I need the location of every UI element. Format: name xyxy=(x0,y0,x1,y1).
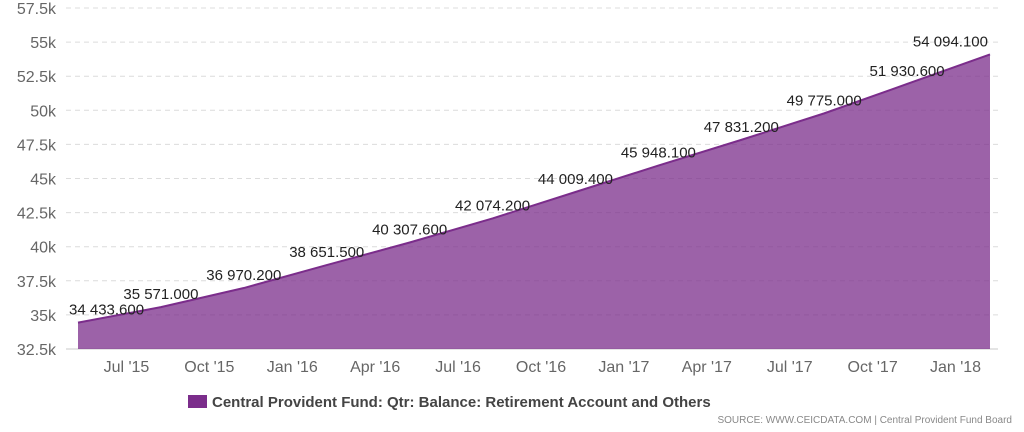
x-tick-label: Jan '18 xyxy=(930,359,981,376)
data-point[interactable] xyxy=(408,241,412,245)
data-label: 34 433.600 xyxy=(69,302,144,319)
data-label: 42 074.200 xyxy=(455,197,530,214)
y-axis-ticks: 32.5k 35k 37.5k 40k 42.5k 45k 47.5k 50k 52.5k 55k… xyxy=(17,1,57,359)
y-tick-label: 50k xyxy=(30,103,57,120)
data-label: 44 009.400 xyxy=(538,171,613,188)
x-tick-label: Jul '15 xyxy=(104,359,150,376)
x-tick-label: Jan '17 xyxy=(598,359,649,376)
y-tick-label: 40k xyxy=(30,240,57,257)
data-label: 35 571.000 xyxy=(123,286,198,303)
y-tick-label: 47.5k xyxy=(17,137,57,154)
series-line[interactable] xyxy=(77,53,991,324)
data-label: 49 775.000 xyxy=(787,92,862,109)
data-point[interactable] xyxy=(159,305,163,309)
x-tick-label: Oct '16 xyxy=(516,359,566,376)
y-tick-label: 37.5k xyxy=(17,274,57,291)
data-point[interactable] xyxy=(822,111,826,115)
y-tick-label: 52.5k xyxy=(17,69,57,86)
x-tick-label: Jan '16 xyxy=(267,359,318,376)
data-label: 36 970.200 xyxy=(206,267,281,284)
y-tick-label: 55k xyxy=(30,35,57,52)
legend[interactable]: Central Provident Fund: Qtr: Balance: Re… xyxy=(188,394,711,411)
data-point[interactable] xyxy=(905,82,909,86)
data-point[interactable] xyxy=(988,52,992,56)
x-tick-label: Jul '17 xyxy=(767,359,813,376)
data-label: 40 307.600 xyxy=(372,222,447,239)
x-tick-label: Apr '16 xyxy=(350,359,400,376)
y-tick-label: 42.5k xyxy=(17,206,57,223)
data-label: 51 930.600 xyxy=(870,63,945,80)
data-point[interactable] xyxy=(242,286,246,290)
x-tick-label: Oct '15 xyxy=(184,359,234,376)
data-point[interactable] xyxy=(76,321,80,325)
series-area-fill[interactable] xyxy=(78,54,990,349)
y-tick-label: 57.5k xyxy=(17,1,57,18)
data-label: 38 651.500 xyxy=(289,244,364,261)
data-point[interactable] xyxy=(739,138,743,142)
data-point[interactable] xyxy=(573,190,577,194)
y-tick-label: 45k xyxy=(30,172,57,189)
source-note: SOURCE: WWW.CEICDATA.COM | Central Provi… xyxy=(717,415,1012,426)
x-tick-label: Apr '17 xyxy=(682,359,732,376)
y-tick-label: 35k xyxy=(30,308,57,325)
x-tick-label: Oct '17 xyxy=(848,359,898,376)
x-axis-ticks: Jul '15 Oct '15 Jan '16 Apr '16 Jul '16 Oct '… xyxy=(104,359,982,376)
data-point[interactable] xyxy=(656,164,660,168)
series-area xyxy=(76,52,992,349)
data-point[interactable] xyxy=(491,216,495,220)
data-label: 47 831.200 xyxy=(704,119,779,136)
x-tick-label: Jul '16 xyxy=(435,359,481,376)
y-tick-label: 32.5k xyxy=(17,342,57,359)
legend-swatch[interactable] xyxy=(188,395,207,408)
data-point[interactable] xyxy=(325,263,329,267)
legend-label[interactable]: Central Provident Fund: Qtr: Balance: Re… xyxy=(212,394,711,411)
data-label: 45 948.100 xyxy=(621,145,696,162)
data-label: 54 094.100 xyxy=(913,33,988,50)
